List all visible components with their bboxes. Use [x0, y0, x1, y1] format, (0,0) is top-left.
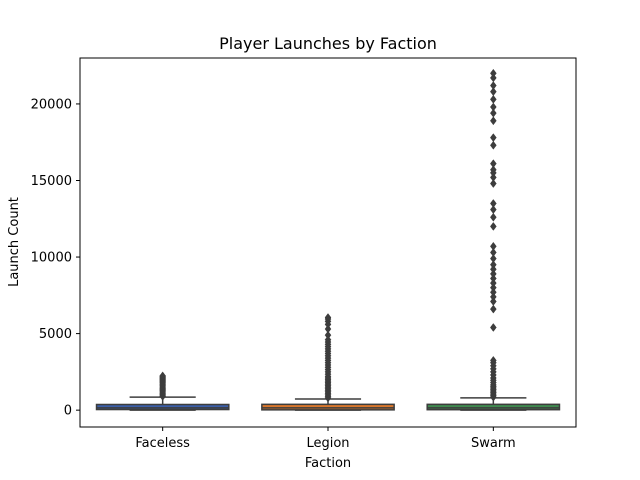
- swarm-outlier: [490, 81, 497, 90]
- swarm-outlier: [490, 165, 497, 175]
- swarm-outlier: [490, 159, 497, 169]
- y-tick-label: 5000: [39, 327, 72, 342]
- swarm-outlier: [490, 73, 497, 83]
- x-tick-label: Legion: [306, 436, 349, 451]
- legion-outlier: [324, 330, 332, 340]
- legion-outlier: [324, 324, 332, 334]
- swarm-outlier: [490, 108, 497, 118]
- swarm-outlier: [490, 68, 497, 78]
- legion-outlier: [324, 313, 332, 322]
- swarm-outlier: [490, 173, 497, 182]
- swarm-outlier: [490, 87, 497, 97]
- faceless-outlier: [159, 371, 166, 381]
- swarm-outlier: [490, 274, 497, 283]
- swarm-outlier: [490, 264, 497, 274]
- swarm-outlier: [490, 269, 497, 279]
- x-axis-label: Faction: [305, 456, 351, 471]
- swarm-outlier: [490, 205, 497, 214]
- swarm-outlier: [490, 287, 497, 297]
- faceless-box: [95, 403, 230, 411]
- swarm-outlier: [490, 297, 497, 306]
- swarm-outlier: [490, 278, 497, 288]
- swarm-box: [426, 403, 561, 411]
- swarm-outlier: [490, 260, 497, 270]
- legion-box: [261, 403, 395, 411]
- legion-outlier: [324, 335, 332, 345]
- swarm-outlier: [490, 241, 497, 251]
- y-tick-label: 0: [64, 404, 72, 419]
- swarm-outlier: [490, 212, 497, 222]
- y-tick-label: 20000: [31, 97, 72, 112]
- swarm-outlier: [490, 199, 497, 208]
- swarm-outlier: [490, 254, 497, 263]
- swarm-outlier: [490, 355, 497, 365]
- y-tick-label: 10000: [31, 251, 72, 266]
- x-tick-label: Faceless: [135, 436, 190, 451]
- swarm-outlier: [490, 133, 497, 143]
- plot-frame: [79, 57, 577, 428]
- swarm-outlier: [490, 179, 497, 188]
- swarm-outlier: [490, 283, 497, 293]
- y-tick-label: 15000: [31, 174, 72, 189]
- swarm-outlier: [490, 116, 497, 126]
- chart-title: Player Launches by Faction: [219, 34, 437, 53]
- swarm-outlier: [490, 304, 497, 314]
- swarm-outlier: [490, 102, 497, 112]
- swarm-outlier: [490, 323, 497, 332]
- y-axis-label: Launch Count: [7, 197, 22, 287]
- swarm-outlier: [490, 292, 497, 302]
- x-tick-label: Swarm: [471, 436, 516, 451]
- swarm-outlier: [490, 94, 497, 104]
- swarm-outlier: [490, 140, 497, 150]
- swarm-outlier: [490, 222, 497, 231]
- swarm-outlier: [490, 248, 497, 257]
